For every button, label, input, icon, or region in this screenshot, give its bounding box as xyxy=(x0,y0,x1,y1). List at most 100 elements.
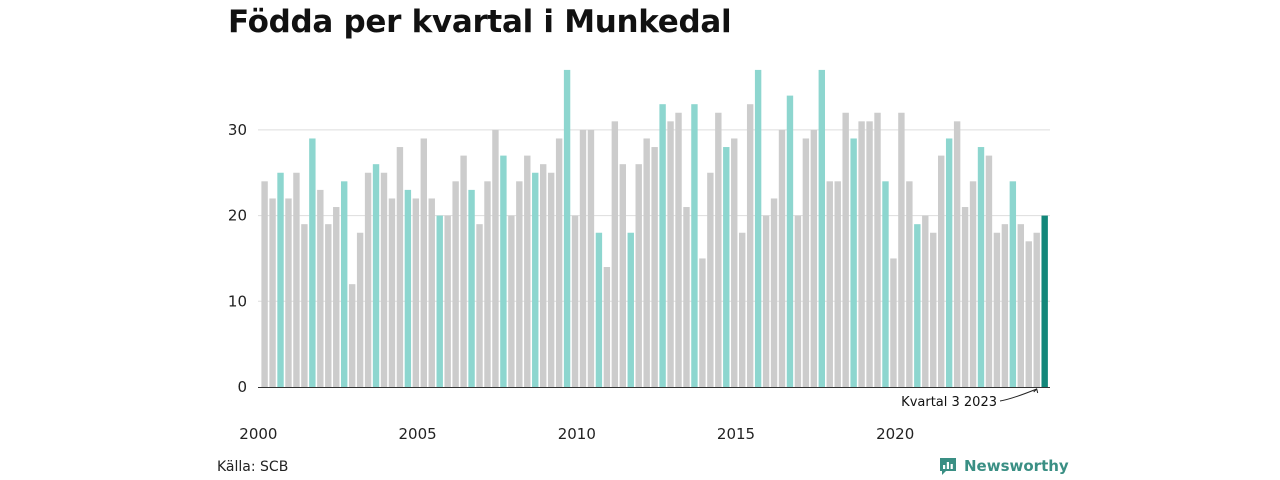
bar xyxy=(571,215,579,387)
y-axis-ticks: 0 10 20 30 xyxy=(228,121,247,396)
bar xyxy=(643,138,650,387)
y-tick-label: 20 xyxy=(228,207,247,225)
bar xyxy=(961,207,969,387)
bar xyxy=(985,155,993,387)
bar xyxy=(675,112,682,387)
bar xyxy=(1017,224,1024,387)
bar-latest xyxy=(1041,215,1048,387)
bar xyxy=(953,121,961,387)
bar xyxy=(492,129,499,387)
bar xyxy=(412,198,420,387)
bar xyxy=(269,198,276,387)
latest-quarter-annotation: Kvartal 3 2023 xyxy=(901,388,1039,410)
bar xyxy=(922,215,929,387)
bar xyxy=(325,224,332,387)
bar xyxy=(977,147,985,387)
x-tick-label: 2005 xyxy=(399,425,437,443)
bar xyxy=(468,189,475,387)
bar xyxy=(516,181,523,387)
bar xyxy=(333,207,340,387)
bar xyxy=(627,232,634,387)
bar xyxy=(500,155,507,387)
bar xyxy=(993,232,1001,387)
bar xyxy=(746,104,754,387)
bar xyxy=(428,198,435,387)
bar xyxy=(906,181,913,387)
bar xyxy=(635,164,642,387)
bar xyxy=(555,138,563,387)
y-tick-label: 0 xyxy=(237,378,247,396)
bar xyxy=(707,172,714,387)
annotation-label: Kvartal 3 2023 xyxy=(901,395,997,410)
annotation-arrow xyxy=(999,388,1039,402)
bar xyxy=(301,224,308,387)
bar xyxy=(595,232,603,387)
x-tick-label: 2010 xyxy=(558,425,596,443)
bar xyxy=(579,129,587,387)
bar xyxy=(810,129,818,387)
bar xyxy=(603,267,611,387)
bar xyxy=(914,224,921,387)
bar xyxy=(508,215,515,387)
bar xyxy=(587,129,595,387)
bar xyxy=(723,147,730,387)
bar xyxy=(762,215,770,387)
bar xyxy=(969,181,977,387)
bar xyxy=(285,198,292,387)
bar xyxy=(1009,181,1017,387)
x-tick-label: 2000 xyxy=(239,425,277,443)
bar xyxy=(404,189,412,387)
bar xyxy=(898,112,905,387)
bar xyxy=(786,95,794,388)
bar xyxy=(532,172,539,387)
bar xyxy=(858,121,865,387)
bar xyxy=(293,172,300,387)
bar xyxy=(1001,224,1009,387)
source-label: Källa: SCB xyxy=(217,459,289,475)
newsworthy-logo[interactable]: Newsworthy xyxy=(938,456,1069,476)
bar xyxy=(651,147,658,387)
bar xyxy=(739,232,746,387)
bar xyxy=(341,181,348,387)
bar xyxy=(945,138,953,387)
bar xyxy=(547,172,555,387)
bar xyxy=(317,189,324,387)
bar xyxy=(826,181,833,387)
brand-name: Newsworthy xyxy=(964,457,1069,475)
bar xyxy=(715,112,722,387)
bar xyxy=(882,181,889,387)
bar xyxy=(388,198,396,387)
bar xyxy=(380,172,388,387)
y-tick-label: 30 xyxy=(228,121,247,139)
bar xyxy=(842,112,849,387)
bar xyxy=(802,138,810,387)
bar xyxy=(683,207,690,387)
bar xyxy=(938,155,945,387)
bar xyxy=(460,155,467,387)
y-tick-label: 10 xyxy=(228,292,247,310)
bar xyxy=(794,215,802,387)
bar xyxy=(691,104,698,387)
bar xyxy=(444,215,451,387)
bar xyxy=(834,181,841,387)
bar xyxy=(1033,232,1040,387)
bar xyxy=(261,181,268,387)
bar xyxy=(452,181,459,387)
bar xyxy=(818,69,825,387)
chart-title: Födda per kvartal i Munkedal xyxy=(228,4,732,40)
bar xyxy=(348,284,356,387)
bar xyxy=(563,69,571,387)
bars xyxy=(261,69,1048,388)
x-tick-label: 2020 xyxy=(876,425,914,443)
bar xyxy=(890,258,897,387)
bar xyxy=(699,258,706,387)
bar xyxy=(420,138,427,387)
bar xyxy=(770,198,778,387)
bar xyxy=(476,224,483,387)
chart-bubble-icon xyxy=(940,458,956,475)
bar xyxy=(659,104,666,387)
bar xyxy=(850,138,857,387)
bar xyxy=(277,172,284,387)
bar xyxy=(611,121,619,387)
